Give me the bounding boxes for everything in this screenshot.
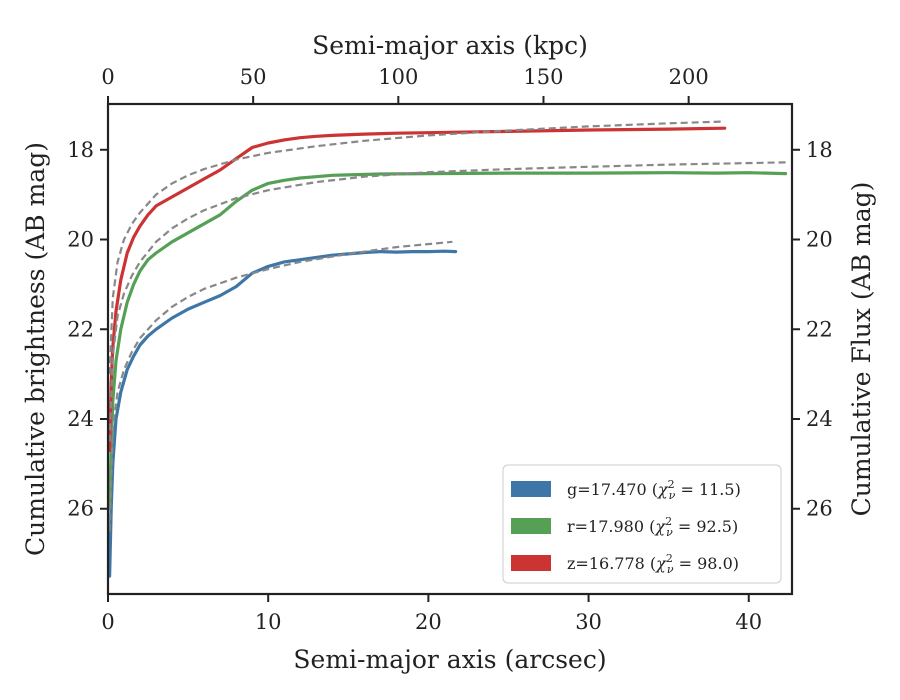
legend-label-2: z=16.778 (χ2 ν = 98.0) <box>567 552 739 576</box>
legend: g=17.470 (χ2 ν = 11.5) r=17.980 (χ2 ν = 92.… <box>502 464 782 584</box>
y-tick-label: 20 <box>67 228 94 252</box>
x-tick-label: 0 <box>101 610 114 634</box>
y2-tick-label: 18 <box>806 138 833 162</box>
y2-tick-label: 20 <box>806 228 833 252</box>
x2-tick-label: 200 <box>669 65 709 89</box>
y-tick-label: 24 <box>67 407 94 431</box>
y-axis-label: Cumulative brightness (AB mag) <box>21 142 50 556</box>
x2-tick-label: 0 <box>101 65 114 89</box>
x2-axis-label: Semi-major axis (kpc) <box>312 31 588 60</box>
series-line-1 <box>108 171 788 511</box>
y2-tick-label: 22 <box>806 317 833 341</box>
y-tick-label: 26 <box>67 497 94 521</box>
x2-tick-label: 100 <box>378 65 418 89</box>
series-line-2 <box>108 126 727 452</box>
x2-tick-label: 150 <box>523 65 563 89</box>
legend-label-0: g=17.470 (χ2 ν = 11.5) <box>567 478 741 502</box>
y-tick-label: 22 <box>67 317 94 341</box>
legend-label-1: r=17.980 (χ2 ν = 92.5) <box>567 515 738 539</box>
x-tick-label: 10 <box>255 610 282 634</box>
plot-frame <box>106 102 794 596</box>
x-axis-label: Semi-major axis (arcsec) <box>293 645 606 674</box>
y2-axis-label: Cumulative Flux (AB mag) <box>847 182 876 517</box>
x-tick-label: 30 <box>575 610 602 634</box>
legend-box <box>502 464 782 584</box>
model-fit-line-2 <box>108 120 725 375</box>
model-fit-line-0 <box>108 240 453 532</box>
model-fit-line-1 <box>108 161 789 442</box>
legend-swatch-1 <box>511 518 551 534</box>
series-line-0 <box>108 249 458 578</box>
y-tick-label: 18 <box>67 138 94 162</box>
series-layer <box>108 120 789 578</box>
legend-swatch-2 <box>511 555 551 571</box>
legend-swatch-0 <box>511 481 551 497</box>
y2-tick-label: 26 <box>806 497 833 521</box>
ticks-layer: 0 10 20 30 40 0 50 100 150 200 18 18 20 20 22 22 24 24 26 2… <box>67 65 832 634</box>
x2-tick-label: 50 <box>240 65 267 89</box>
x-tick-label: 20 <box>415 610 442 634</box>
y2-tick-label: 24 <box>806 407 833 431</box>
x-tick-label: 40 <box>735 610 762 634</box>
